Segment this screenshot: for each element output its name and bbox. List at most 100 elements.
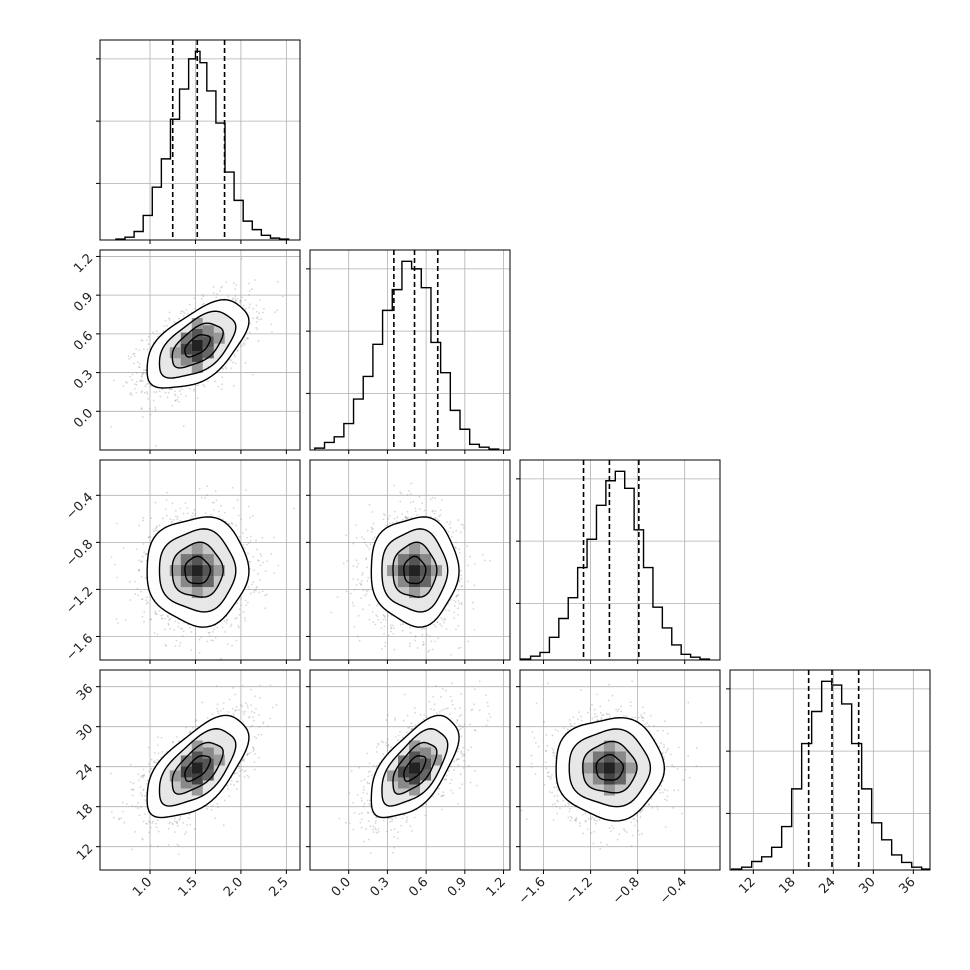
scatter-point	[365, 592, 368, 595]
scatter-point	[270, 323, 273, 326]
scatter-point	[174, 645, 177, 648]
scatter-point	[202, 295, 205, 298]
scatter-point	[154, 409, 157, 411]
scatter-point	[251, 583, 254, 586]
scatter-point	[128, 580, 131, 583]
scatter-point	[460, 523, 463, 526]
scatter-point	[204, 512, 207, 515]
scatter-point	[216, 626, 219, 629]
scatter-point	[221, 376, 224, 379]
scatter-point	[235, 639, 238, 642]
joint-panel-0-3	[96, 669, 301, 874]
scatter-point	[249, 322, 252, 325]
scatter-point	[196, 397, 199, 400]
density-block	[191, 328, 203, 340]
scatter-point	[235, 299, 238, 302]
scatter-point	[245, 489, 247, 492]
scatter-point	[203, 385, 206, 388]
scatter-point	[244, 599, 247, 602]
scatter-point	[365, 544, 368, 546]
scatter-point	[399, 491, 402, 494]
scatter-point	[248, 306, 251, 309]
joint-panel-0-2	[96, 459, 301, 669]
scatter-point	[130, 394, 133, 397]
scatter-point	[113, 563, 116, 566]
scatter-point	[228, 522, 231, 525]
scatter-point	[240, 518, 243, 521]
scatter-point	[262, 561, 265, 564]
scatter-point	[236, 349, 239, 351]
scatter-point	[245, 604, 248, 607]
scatter-point	[135, 372, 138, 374]
scatter-point	[455, 541, 457, 544]
scatter-point	[447, 602, 450, 605]
scatter-point	[368, 503, 371, 506]
scatter-point	[193, 514, 196, 517]
scatter-point	[146, 339, 148, 342]
scatter-point	[357, 614, 360, 617]
scatter-point	[252, 317, 255, 320]
scatter-point	[170, 522, 173, 524]
scatter-point	[404, 515, 407, 518]
scatter-point	[457, 607, 460, 610]
density-block	[191, 361, 203, 373]
scatter-point	[237, 626, 240, 629]
scatter-point	[215, 499, 218, 502]
scatter-point	[164, 391, 167, 394]
scatter-point	[368, 604, 371, 607]
scatter-point	[385, 524, 388, 527]
scatter-point	[137, 568, 140, 571]
scatter-point	[238, 614, 241, 616]
scatter-point	[265, 593, 268, 596]
scatter-point	[230, 367, 233, 370]
density-block	[191, 565, 203, 577]
scatter-point	[198, 652, 201, 654]
density-block	[191, 339, 203, 351]
scatter-point	[163, 325, 166, 327]
scatter-point	[258, 591, 261, 594]
scatter-point	[186, 512, 189, 515]
scatter-point	[271, 331, 273, 333]
scatter-point	[168, 317, 170, 320]
density-blocks	[169, 317, 225, 373]
scatter-point	[459, 646, 462, 649]
scatter-point	[219, 504, 222, 507]
scatter-point	[371, 511, 374, 513]
scatter-point	[159, 614, 162, 617]
scatter-point	[158, 390, 161, 393]
scatter-point	[138, 569, 140, 571]
scatter-point	[455, 595, 458, 598]
scatter-point	[383, 625, 386, 628]
scatter-point	[221, 518, 224, 521]
scatter-point	[252, 749, 255, 752]
scatter-point	[212, 292, 215, 294]
scatter-point	[431, 510, 434, 513]
scatter-point	[154, 610, 157, 613]
scatter-point	[455, 530, 458, 532]
scatter-point	[125, 802, 128, 805]
scatter-point	[241, 667, 243, 669]
scatter-point	[251, 514, 254, 517]
scatter-point	[457, 593, 460, 596]
scatter-point	[456, 594, 459, 597]
scatter-point	[232, 687, 235, 689]
scatter-point	[152, 399, 155, 402]
scatter-point	[382, 618, 385, 621]
scatter-point	[218, 510, 220, 513]
scatter-point	[457, 647, 460, 650]
scatter-point	[438, 519, 440, 522]
scatter-point	[141, 416, 144, 418]
scatter-point	[357, 562, 360, 565]
density-block	[202, 576, 214, 588]
scatter-point	[129, 393, 132, 395]
scatter-point	[260, 318, 262, 320]
scatter-point	[156, 633, 159, 636]
scatter-point	[410, 482, 413, 485]
scatter-point	[369, 543, 372, 546]
scatter-point	[406, 510, 409, 513]
scatter-point	[392, 624, 395, 627]
scatter-point	[223, 620, 226, 623]
scatter-point	[429, 498, 432, 501]
scatter-point	[234, 617, 237, 620]
scatter-point	[193, 297, 195, 300]
